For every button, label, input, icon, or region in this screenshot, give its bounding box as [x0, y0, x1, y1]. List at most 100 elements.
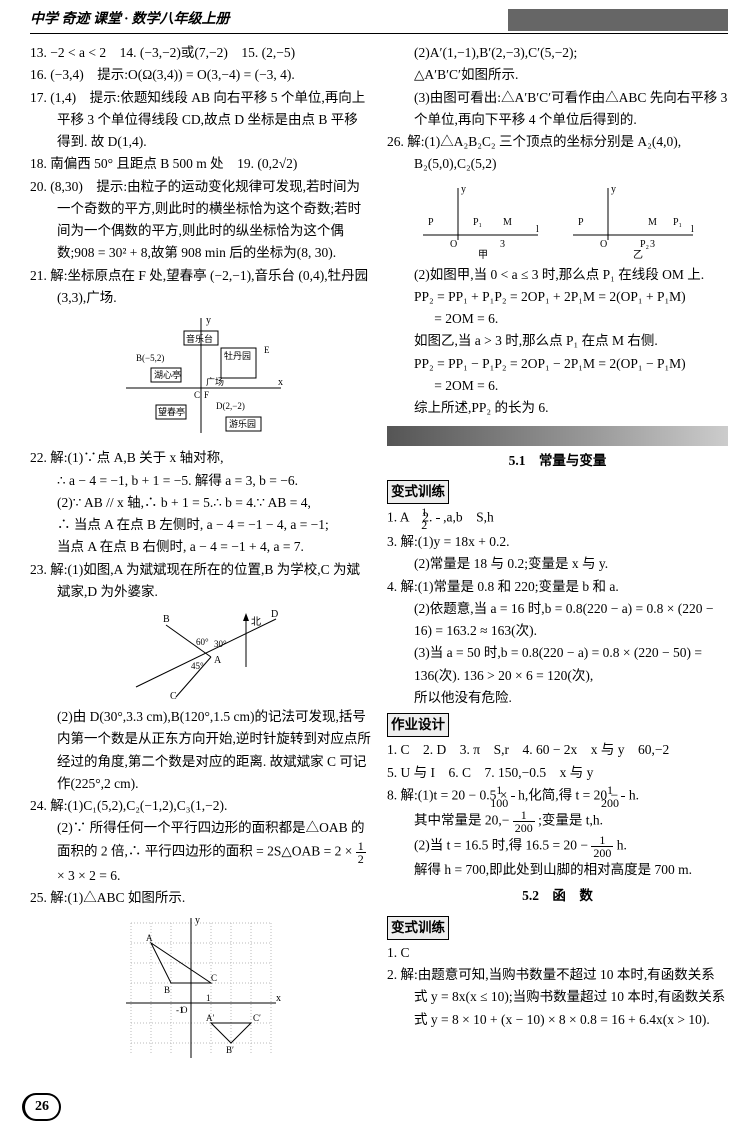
answer-23-1: 23. 解:(1)如图,A 为斌斌现在所在的位置,B 为学校,C 为斌斌家,D …: [30, 559, 371, 604]
bx-4d: 所以他没有危险.: [387, 687, 728, 709]
zy-1-4: 1. C 2. D 3. π S,r 4. 60 − 2x x 与 y 60,−…: [387, 739, 728, 761]
answer-23-2: (2)由 D(30°,3.3 cm),B(120°,1.5 cm)的记法可发现,…: [30, 706, 371, 795]
svg-text:广场: 广场: [206, 376, 224, 387]
svg-text:湖心亭: 湖心亭: [154, 369, 181, 380]
svg-text:45°: 45°: [191, 661, 204, 671]
fraction-half: 12: [356, 840, 366, 865]
answer-26-2d: 如图乙,当 a > 3 时,那么点 P₁ 在点 M 右侧.: [387, 330, 728, 352]
svg-text:A: A: [214, 655, 222, 666]
svg-text:C: C: [194, 390, 200, 400]
svg-text:P: P: [578, 217, 584, 228]
svg-text:y: y: [195, 915, 200, 926]
answer-25-2: (2)A′(1,−1),B′(2,−3),C′(5,−2);: [387, 42, 728, 64]
svg-text:D: D: [271, 609, 278, 620]
svg-text:3: 3: [500, 239, 505, 250]
svg-text:P: P: [428, 217, 434, 228]
svg-text:x: x: [278, 377, 283, 388]
answer-25-2b: △A′B′C′如图所示.: [387, 64, 728, 86]
bx-4b: (2)依题意,当 a = 16 时,b = 0.8(220 − a) = 0.8…: [387, 598, 728, 643]
answer-26-2g: 综上所述,PP₂ 的长为 6.: [387, 397, 728, 419]
svg-text:北: 北: [251, 616, 261, 628]
svg-text:1: 1: [206, 993, 211, 1003]
zy-8a: 8. 解:(1)t = 20 − 0.5 × 1100 h,化简,得 t = 2…: [387, 784, 728, 809]
answer-24-1: 24. 解:(1)C₁(5,2),C₂(−1,2),C₃(1,−2).: [30, 795, 371, 817]
answer-26-2a: (2)如图甲,当 0 < a ≤ 3 时,那么点 P₁ 在线段 OM 上.: [387, 264, 728, 286]
svg-text:l: l: [691, 224, 694, 235]
page-header: 中学 奇迹 课堂 · 数学八年级上册: [30, 8, 728, 34]
figure-23-bearing: B D 30° 60° 45° A C 北: [116, 607, 286, 702]
svg-text:P₁: P₁: [473, 217, 482, 228]
page-number: 26: [22, 1093, 61, 1121]
bxII-1: 1. C: [387, 942, 728, 964]
zy-8c: (2)当 t = 16.5 时,得 16.5 = 20 − 1200 h.: [387, 834, 728, 859]
svg-text:-1: -1: [176, 1005, 184, 1015]
answer-18-19: 18. 南偏西 50° 且距点 B 500 m 处 19. (0,2√2): [30, 153, 371, 175]
answer-25-3: (3)由图可看出:△A′B′C′可看作由△ABC 先向右平移 3 个单位,再向下…: [387, 87, 728, 132]
zy-8b: 其中常量是 20,− 1200 ;变量是 t,h.: [387, 809, 728, 834]
bx-4a: 4. 解:(1)常量是 0.8 和 220;变量是 b 和 a.: [387, 576, 728, 598]
svg-text:y: y: [611, 184, 616, 195]
bx-3a: 3. 解:(1)y = 18x + 0.2.: [387, 531, 728, 553]
svg-text:B: B: [163, 614, 170, 625]
answer-16: 16. (−3,4) 提示:O(Ω(3,4)) = O(3,−4) = (−3,…: [30, 64, 371, 86]
left-column: 13. −2 < a < 2 14. (−3,−2)或(7,−2) 15. (2…: [30, 42, 371, 1067]
fraction-half-2: 12: [436, 506, 440, 531]
svg-text:M: M: [648, 217, 657, 228]
answer-20: 20. (8,30) 提示:由粒子的运动变化规律可发现,若时间为一个奇数的平方,…: [30, 176, 371, 265]
header-decoration: [508, 9, 728, 31]
bx-1-2: 1. A 2. 12 ,a,b S,h: [387, 506, 728, 531]
svg-text:B: B: [164, 985, 170, 995]
svg-text:P₁: P₁: [673, 217, 682, 228]
chapter-bar: [387, 426, 728, 446]
svg-text:y: y: [206, 315, 211, 326]
answer-17: 17. (1,4) 提示:依题知线段 AB 向右平移 5 个单位,再向上平移 3…: [30, 87, 371, 154]
svg-text:F: F: [204, 390, 209, 400]
svg-text:O: O: [450, 239, 457, 250]
svg-text:牡丹园: 牡丹园: [224, 350, 251, 361]
bx-4c: (3)当 a = 50 时,b = 0.8(220 − a) = 0.8 × (…: [387, 642, 728, 687]
answer-26-1: 26. 解:(1)△A₂B₂C₂ 三个顶点的坐标分别是 A₂(4,0), B₂(…: [387, 131, 728, 176]
svg-text:乙: 乙: [633, 249, 643, 260]
answer-26-2c: = 2OM = 6.: [387, 308, 728, 330]
figure-25-grid: A B C O A′ B′ C′ 1 -1 x y: [121, 913, 281, 1063]
variant-training-label: 变式训练: [387, 480, 449, 504]
answer-26-2b: PP₂ = PP₁ + P₁P₂ = 2OP₁ + 2P₁M = 2(OP₁ +…: [387, 286, 728, 308]
svg-text:O: O: [600, 239, 607, 250]
bx-3b: (2)常量是 18 与 0.2;变量是 x 与 y.: [387, 553, 728, 575]
answer-21: 21. 解:坐标原点在 F 处,望春亭 (−2,−1),音乐台 (0,4),牡丹…: [30, 265, 371, 310]
svg-text:M: M: [503, 217, 512, 228]
answer-26-2f: = 2OM = 6.: [387, 375, 728, 397]
zy-8d: 解得 h = 700,即此处到山脚的相对高度是 700 m.: [387, 859, 728, 881]
svg-text:音乐台: 音乐台: [186, 333, 213, 344]
variant-training-label-2: 变式训练: [387, 916, 449, 940]
svg-text:C: C: [211, 973, 217, 983]
svg-text:x: x: [276, 993, 281, 1004]
answer-22-1: 22. 解:(1)∵点 A,B 关于 x 轴对称,: [30, 447, 371, 469]
answer-13-15: 13. −2 < a < 2 14. (−3,−2)或(7,−2) 15. (2…: [30, 42, 371, 64]
right-column: (2)A′(1,−1),B′(2,−3),C′(5,−2); △A′B′C′如图…: [387, 42, 728, 1067]
svg-text:B(−5,2): B(−5,2): [136, 353, 164, 363]
svg-text:30°: 30°: [214, 639, 227, 649]
section-5-1-title: 5.1 常量与变量: [387, 450, 728, 472]
answer-22-2b: ∴ 当点 A 在点 B 左侧时, a − 4 = −1 − 4, a = −1;: [30, 514, 371, 536]
svg-text:甲: 甲: [478, 250, 488, 260]
svg-text:C: C: [170, 691, 177, 702]
homework-design-label: 作业设计: [387, 713, 449, 737]
svg-text:望春亭: 望春亭: [158, 406, 185, 417]
answer-26-2e: PP₂ = PP₁ − P₁P₂ = 2OP₁ − 2P₁M = 2(OP₁ −…: [387, 353, 728, 375]
svg-text:E: E: [264, 345, 270, 355]
svg-text:P₂: P₂: [640, 239, 649, 250]
svg-text:C′: C′: [253, 1013, 261, 1023]
svg-text:60°: 60°: [196, 637, 209, 647]
zy-5-7: 5. U 与 I 6. C 7. 150,−0.5 x 与 y: [387, 762, 728, 784]
svg-text:3: 3: [650, 239, 655, 250]
figure-26-axes: P P₁ M O 3 l 甲 y P M P₁ O P₂ 3: [408, 180, 708, 260]
book-title: 中学 奇迹 课堂 · 数学八年级上册: [30, 8, 230, 31]
answer-24-2: (2)∵ 所得任何一个平行四边形的面积都是△OAB 的面积的 2 倍,∴ 平行四…: [30, 817, 371, 887]
answer-25: 25. 解:(1)△ABC 如图所示.: [30, 887, 371, 909]
answer-22-2c: 当点 A 在点 B 右侧时, a − 4 = −1 + 4, a = 7.: [30, 536, 371, 558]
section-5-2-title: 5.2 函 数: [387, 885, 728, 907]
svg-text:y: y: [461, 184, 466, 195]
figure-21-map: y x 音乐台 B(−5,2) 牡丹园 E 湖心亭 广场 CF 望春亭 D(2,…: [116, 313, 286, 443]
answer-22-1b: ∴ a − 4 = −1, b + 1 = −5. 解得 a = 3, b = …: [30, 470, 371, 492]
